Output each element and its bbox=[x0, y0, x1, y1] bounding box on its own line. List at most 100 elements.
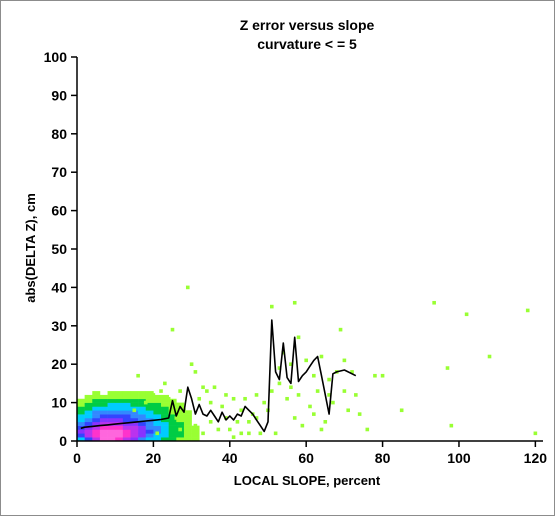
scatter-point bbox=[354, 393, 358, 397]
density-cell bbox=[115, 391, 124, 396]
density-cell bbox=[107, 425, 116, 430]
density-cell bbox=[130, 398, 139, 403]
scatter-point bbox=[258, 431, 263, 436]
density-cell bbox=[92, 417, 101, 423]
scatter-point bbox=[201, 385, 205, 390]
scatter-point bbox=[281, 350, 286, 355]
density-cell bbox=[161, 425, 169, 430]
density-cell bbox=[145, 391, 154, 396]
density-cell bbox=[84, 402, 93, 407]
density-cell bbox=[138, 414, 147, 419]
density-heatmap bbox=[77, 391, 200, 442]
density-cell bbox=[84, 406, 93, 411]
scatter-point bbox=[185, 435, 190, 439]
density-cell bbox=[191, 425, 200, 430]
density-cell bbox=[84, 433, 93, 438]
scatter-point bbox=[170, 327, 175, 332]
density-cell bbox=[168, 433, 177, 438]
y-tick-label: 20 bbox=[51, 356, 67, 372]
density-cell bbox=[138, 429, 147, 434]
density-cell bbox=[168, 417, 177, 423]
density-cell bbox=[145, 410, 154, 415]
density-cell bbox=[168, 437, 177, 442]
density-cell bbox=[130, 425, 139, 430]
density-cell bbox=[84, 421, 93, 426]
scatter-point bbox=[243, 396, 247, 401]
scatter-point bbox=[533, 431, 538, 436]
density-cell bbox=[161, 410, 169, 415]
scatter-point bbox=[327, 393, 331, 397]
density-cell bbox=[92, 429, 101, 434]
density-cell bbox=[107, 417, 116, 423]
density-cell bbox=[153, 394, 162, 400]
density-cell bbox=[92, 421, 101, 426]
density-cell bbox=[92, 410, 101, 415]
scatter-point bbox=[312, 412, 316, 416]
scatter-point bbox=[208, 400, 213, 405]
scatter-point bbox=[185, 285, 190, 290]
y-tick-label: 60 bbox=[51, 203, 67, 219]
scatter-point bbox=[163, 381, 167, 386]
scatter-point bbox=[292, 416, 297, 420]
density-cell bbox=[122, 391, 131, 396]
scatter-point bbox=[338, 327, 343, 332]
density-cell bbox=[122, 425, 131, 430]
density-cell bbox=[145, 433, 154, 438]
scatter-point bbox=[273, 431, 278, 436]
density-cell bbox=[107, 398, 116, 403]
density-cell bbox=[145, 406, 154, 411]
density-cell bbox=[176, 410, 185, 415]
density-cell bbox=[153, 414, 162, 419]
density-cell bbox=[122, 410, 131, 415]
median-line bbox=[80, 319, 357, 433]
scatter-point bbox=[224, 393, 228, 397]
density-cell bbox=[122, 433, 131, 438]
scatter-point bbox=[216, 427, 221, 432]
density-cell bbox=[77, 402, 85, 407]
density-cell bbox=[77, 437, 85, 442]
scatter-point bbox=[312, 373, 316, 378]
scatter-point bbox=[262, 400, 266, 405]
scatter-point bbox=[319, 427, 324, 432]
density-cell bbox=[99, 406, 108, 411]
density-cell bbox=[138, 417, 147, 423]
density-cell bbox=[77, 410, 85, 415]
density-cell bbox=[161, 406, 169, 411]
scatter-point bbox=[289, 385, 293, 390]
y-tick-label: 90 bbox=[51, 87, 67, 103]
density-cell bbox=[138, 425, 147, 430]
scatter-point bbox=[235, 420, 240, 424]
density-cell bbox=[130, 429, 139, 434]
scatter-point bbox=[445, 366, 450, 370]
y-tick-label: 10 bbox=[51, 395, 67, 411]
y-tick-label: 30 bbox=[51, 318, 67, 334]
scatter-point bbox=[292, 300, 297, 305]
density-cell bbox=[138, 394, 147, 400]
density-cell bbox=[183, 421, 192, 426]
density-cell bbox=[107, 433, 116, 438]
scatter-point bbox=[270, 389, 274, 393]
density-cell bbox=[107, 406, 116, 411]
density-cell bbox=[92, 433, 101, 438]
scatter-point bbox=[151, 393, 156, 397]
scatter-point bbox=[525, 308, 530, 313]
scatter-point bbox=[365, 427, 370, 432]
density-cell bbox=[130, 402, 139, 407]
density-cell bbox=[145, 429, 154, 434]
density-cell bbox=[77, 429, 85, 434]
density-cell bbox=[168, 421, 177, 426]
scatter-point bbox=[449, 423, 454, 428]
scatter-point bbox=[197, 396, 202, 401]
density-cell bbox=[92, 394, 101, 400]
density-cell bbox=[115, 429, 124, 434]
density-cell bbox=[191, 429, 200, 434]
scatter-point bbox=[331, 400, 335, 405]
density-cell bbox=[107, 437, 116, 442]
density-cell bbox=[153, 433, 162, 438]
x-tick-label: 60 bbox=[298, 450, 314, 466]
density-cell bbox=[99, 437, 108, 442]
density-cell bbox=[176, 406, 185, 411]
density-cell bbox=[176, 437, 185, 442]
y-tick-label: 0 bbox=[59, 433, 67, 449]
scatter-point bbox=[231, 396, 236, 401]
